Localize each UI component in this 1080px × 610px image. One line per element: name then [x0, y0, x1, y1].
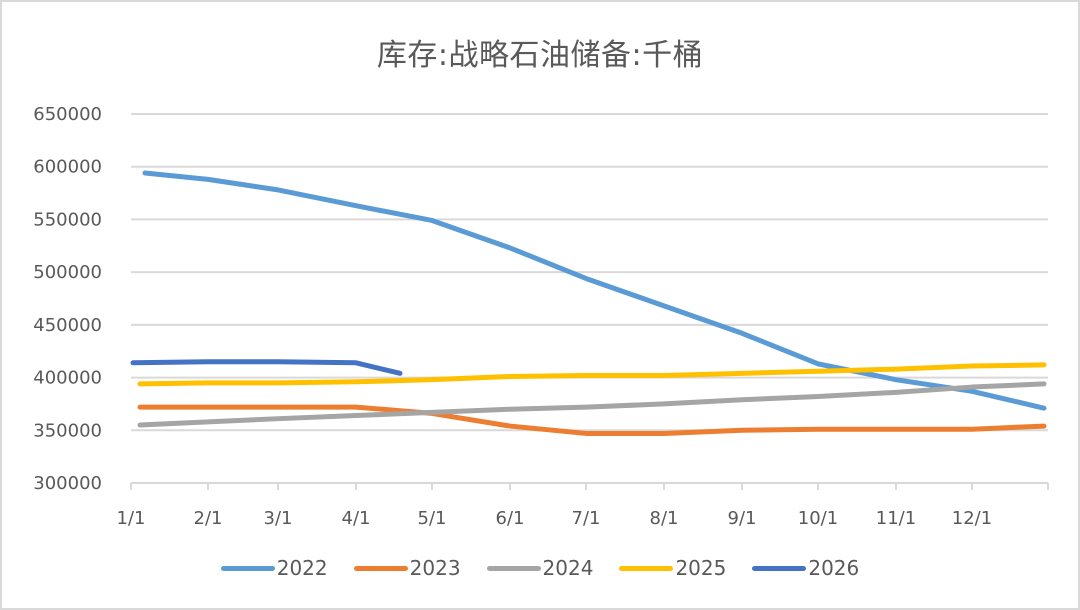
chart-title: 库存:战略石油储备:千桶 — [376, 38, 704, 73]
y-tick-label: 350000 — [33, 420, 102, 441]
x-tick-label: 6/1 — [496, 508, 525, 529]
x-tick-label: 12/1 — [952, 508, 992, 529]
y-tick-label: 650000 — [33, 104, 102, 125]
x-tick-label: 9/1 — [728, 508, 757, 529]
y-tick-label: 400000 — [33, 368, 102, 389]
x-tick-label: 11/1 — [876, 508, 916, 529]
y-tick-label: 500000 — [33, 262, 102, 283]
legend-line-icon — [619, 565, 674, 571]
legend-line-icon — [752, 565, 807, 571]
y-tick-label: 450000 — [33, 315, 102, 336]
y-axis-ticks: 650000 600000 550000 500000 450000 400000 3500… — [33, 104, 102, 494]
legend-item-2024[interactable]: 2024 — [486, 556, 594, 580]
legend-item-2023[interactable]: 2023 — [353, 556, 461, 580]
legend-item-2022[interactable]: 2022 — [220, 556, 328, 580]
series-line-2023 — [137, 404, 1047, 436]
y-tick-label: 600000 — [33, 157, 102, 178]
series-line-2022 — [142, 170, 1047, 411]
series-lines — [130, 170, 1047, 436]
x-tick-label: 7/1 — [572, 508, 601, 529]
legend-label: 2026 — [808, 556, 860, 580]
legend-line-icon — [486, 565, 541, 571]
legend-label: 2025 — [675, 556, 727, 580]
legend-line-icon — [353, 565, 408, 571]
y-tick-label: 550000 — [33, 209, 102, 230]
x-tick-label: 1/1 — [117, 508, 146, 529]
legend-label: 2024 — [542, 556, 594, 580]
x-tick-label: 10/1 — [798, 508, 838, 529]
series-line-2024 — [137, 381, 1047, 428]
x-axis: 1/1 2/1 3/1 4/1 5/1 6/1 7/1 8/1 9/1 10/1 11/1 12/1 — [117, 482, 1049, 529]
x-tick-label: 3/1 — [264, 508, 293, 529]
series-line-2025 — [137, 362, 1047, 387]
legend-item-2026[interactable]: 2026 — [752, 556, 859, 580]
legend-label: 2023 — [409, 556, 461, 580]
legend-item-2025[interactable]: 2025 — [619, 556, 726, 580]
y-tick-label: 300000 — [33, 473, 102, 494]
x-tick-label: 8/1 — [650, 508, 679, 529]
x-tick-label: 5/1 — [418, 508, 447, 529]
legend: 2022 2023 2024 2025 2026 — [0, 556, 1080, 580]
legend-line-icon — [220, 565, 275, 571]
x-tick-label: 2/1 — [194, 508, 223, 529]
legend-label: 2022 — [276, 556, 328, 580]
x-tick-label: 4/1 — [342, 508, 371, 529]
series-line-2026 — [130, 359, 403, 376]
